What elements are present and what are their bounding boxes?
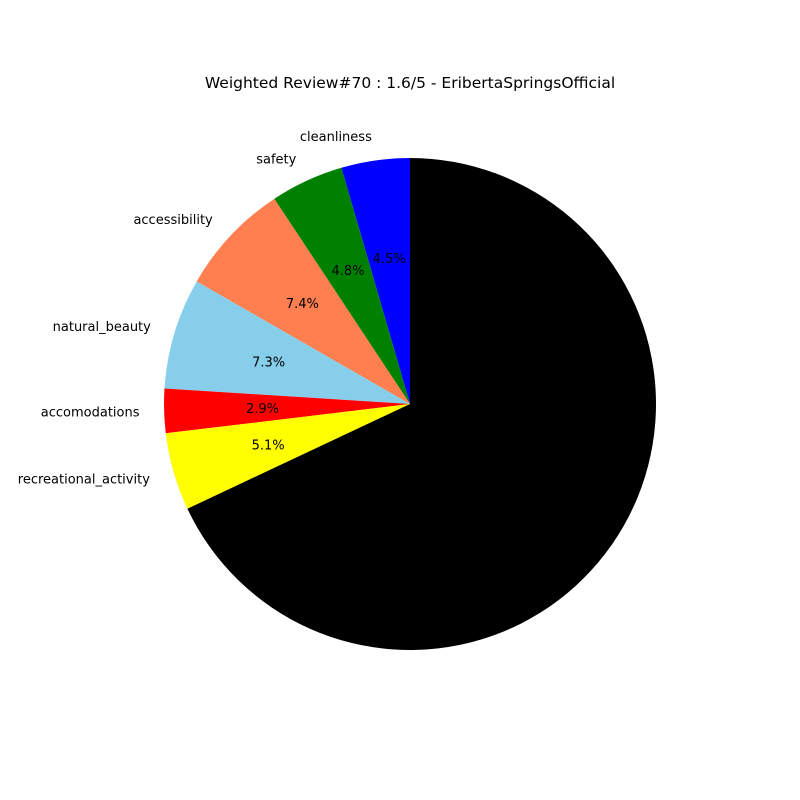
slice-percent-recreational_activity: 5.1%: [252, 439, 285, 454]
pie-slice-accomodations: [164, 388, 410, 434]
pie-slice-natural_beauty: [164, 281, 410, 404]
slice-label-recreational_activity: recreational_activity: [18, 473, 150, 488]
slice-percent-cleanliness: 4.5%: [373, 252, 406, 267]
slice-label-accomodations: accomodations: [41, 406, 140, 421]
pie-slice-remainder: [187, 157, 657, 650]
pie-slice-accessibility: [196, 198, 410, 404]
slice-percent-natural_beauty: 7.3%: [252, 355, 285, 370]
slice-label-accessibility: accessibility: [133, 213, 213, 228]
chart-title: Weighted Review#70 : 1.6/5 - EribertaSpr…: [205, 74, 615, 92]
pie-labels: cleanliness 4.5% safety 4.8% accessibility 7.…: [18, 130, 406, 488]
slice-label-cleanliness: cleanliness: [300, 130, 372, 145]
pie-slices: [164, 157, 657, 650]
pie-slice-recreational_activity: [165, 404, 410, 509]
slice-label-natural_beauty: natural_beauty: [53, 320, 152, 335]
pie-slice-cleanliness: [341, 158, 410, 404]
slice-percent-safety: 4.8%: [331, 264, 364, 279]
slice-label-safety: safety: [256, 152, 296, 167]
slice-percent-accessibility: 7.4%: [286, 297, 319, 312]
slice-percent-accomodations: 2.9%: [246, 402, 279, 417]
pie-slice-safety: [274, 167, 410, 404]
